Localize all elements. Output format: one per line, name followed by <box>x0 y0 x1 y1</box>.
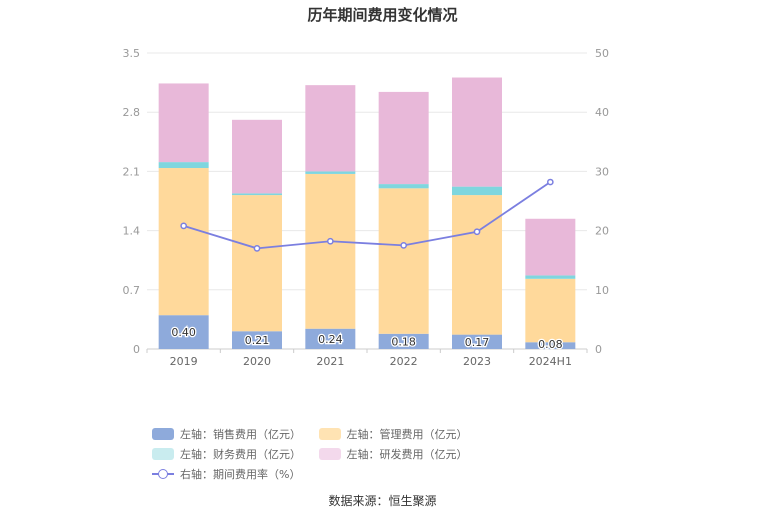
data-source: 数据来源：恒生聚源 <box>328 494 437 508</box>
bar-segment <box>378 188 429 334</box>
legend: 左轴：销售费用（亿元） 左轴：管理费用（亿元） 左轴：财务费用（亿元） 左轴：研… <box>152 424 632 484</box>
data-labels: 0.40 0.21 0.24 0.18 0.17 0.08 <box>170 325 564 352</box>
x-axis-tick-label: 2023 <box>463 355 491 368</box>
legend-label-rate: 右轴：期间费用率（%） <box>180 468 301 481</box>
bar-segment <box>232 119 282 194</box>
legend-item-rate[interactable]: 右轴：期间费用率（%） <box>152 464 300 484</box>
right-axis-tick-label: 30 <box>595 165 609 178</box>
bar-segment <box>158 162 209 169</box>
right-axis-tick-label: 40 <box>595 106 609 119</box>
x-axis-tick-label: 2021 <box>316 355 344 368</box>
rate-line-path <box>183 181 551 250</box>
rate-point <box>400 242 408 249</box>
legend-label-admin: 左轴：管理费用（亿元） <box>346 428 468 441</box>
bar-segment <box>305 85 356 172</box>
data-label: 0.24 <box>318 333 343 346</box>
data-label: 0.08 <box>538 338 563 351</box>
data-label: 0.18 <box>391 335 416 348</box>
rate-point <box>180 222 188 230</box>
bar-segment <box>378 333 429 349</box>
x-axis-tick-label: 2022 <box>390 355 418 368</box>
left-axis-tick-label: 0 <box>133 343 140 356</box>
bar-segment <box>452 77 502 187</box>
bar-segment <box>305 173 356 329</box>
bar-segment <box>525 275 576 279</box>
left-axis-tick-label: 0.7 <box>123 284 141 297</box>
bar-segment <box>232 195 282 332</box>
legend-swatch-sales <box>152 428 174 440</box>
right-axis-ticks: 0 10 20 30 40 50 <box>595 47 609 356</box>
left-axis-tick-label: 2.8 <box>123 106 141 119</box>
legend-swatch-rate <box>152 468 174 480</box>
legend-label-rd: 左轴：研发费用（亿元） <box>346 448 468 461</box>
data-label: 0.40 <box>171 326 196 339</box>
legend-item-admin[interactable]: 左轴：管理费用（亿元） <box>318 424 468 444</box>
bar-segment <box>378 184 429 189</box>
data-label: 0.17 <box>465 336 490 349</box>
right-axis-tick-label: 50 <box>595 47 609 60</box>
bar-segment <box>378 91 429 185</box>
x-axis-tick-label: 2020 <box>243 355 271 368</box>
chart-title: 历年期间费用变化情况 <box>307 6 458 24</box>
bar-segment <box>305 328 356 349</box>
bar-segment <box>452 195 502 335</box>
bar-segment <box>452 334 502 349</box>
rate-point <box>326 237 334 245</box>
data-label: 0.21 <box>245 334 270 347</box>
legend-swatch-admin <box>318 428 341 440</box>
legend-item-finance[interactable]: 左轴：财务费用（亿元） <box>152 444 301 464</box>
rate-point <box>253 245 261 252</box>
bar-segment <box>158 83 209 163</box>
bar-segment <box>158 315 209 349</box>
legend-item-sales[interactable]: 左轴：销售费用（亿元） <box>152 424 301 444</box>
legend-label-finance: 左轴：财务费用（亿元） <box>180 448 301 461</box>
expense-rate-line <box>180 178 554 252</box>
left-axis-ticks: 0 0.7 1.4 2.1 2.8 3.5 <box>123 47 141 356</box>
bar-segment <box>305 171 356 174</box>
x-axis-tick-label: 2024H1 <box>529 355 572 368</box>
bar-segment <box>525 218 576 276</box>
x-axis-tick-label: 2019 <box>170 355 198 368</box>
legend-item-rd[interactable]: 左轴：研发费用（亿元） <box>318 444 468 464</box>
legend-swatch-finance <box>152 448 174 460</box>
left-axis-tick-label: 1.4 <box>123 225 141 238</box>
bar-segment <box>158 168 209 316</box>
bar-stacks <box>158 77 576 349</box>
bar-segment <box>525 278 576 343</box>
right-axis-tick-label: 20 <box>595 225 609 238</box>
left-axis-tick-label: 3.5 <box>123 47 141 60</box>
x-axis-ticks: 2019 2020 2021 2022 2023 2024H1 <box>146 349 588 368</box>
bar-segment <box>232 331 282 349</box>
rate-point <box>546 178 554 186</box>
bar-segment <box>232 193 282 196</box>
expense-chart: 0 0.7 1.4 2.1 2.8 3.5 0 10 20 30 40 50 2019 2020 202… <box>123 47 610 368</box>
rate-point <box>473 228 481 236</box>
left-axis-tick-label: 2.1 <box>123 165 141 178</box>
right-axis-tick-label: 0 <box>595 343 602 356</box>
bar-segment <box>452 186 502 196</box>
bar-segment <box>525 342 576 349</box>
right-axis-tick-label: 10 <box>595 284 609 297</box>
legend-label-sales: 左轴：销售费用（亿元） <box>180 428 301 441</box>
legend-swatch-rd <box>318 448 341 460</box>
